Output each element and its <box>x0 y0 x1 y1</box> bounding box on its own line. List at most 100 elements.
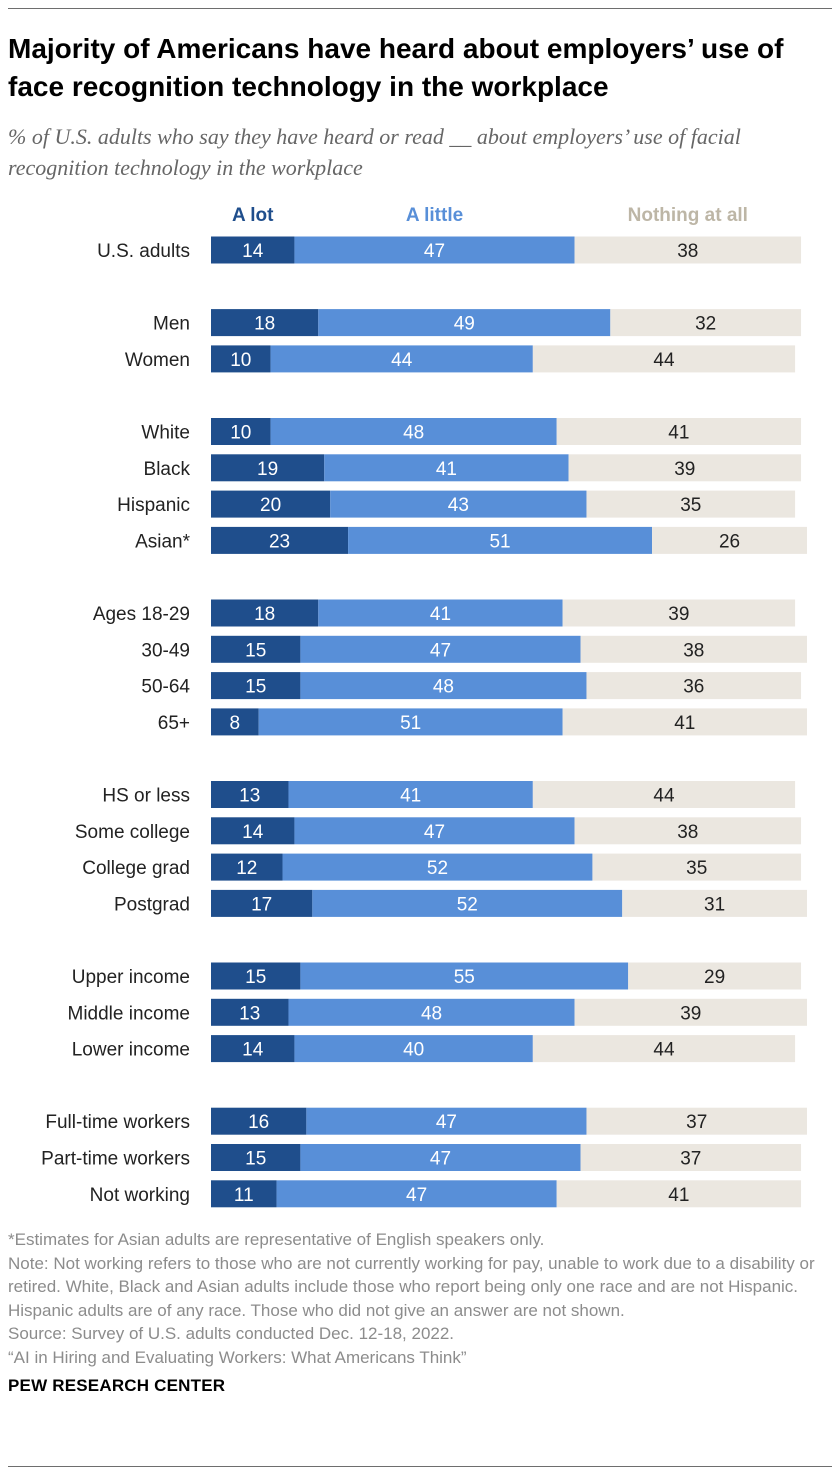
data-label-some-college-nothing-at-all: 38 <box>677 822 698 843</box>
bar-hs-or-less-a-lot <box>211 781 289 808</box>
bar-full-time-workers-a-lot <box>211 1107 307 1135</box>
category-label-lower-income: Lower income <box>72 1040 190 1061</box>
bar-part-time-workers-a-little <box>300 1144 581 1171</box>
data-label-white-a-lot: 10 <box>230 423 251 444</box>
bar-30-49-nothing-at-all <box>580 635 807 663</box>
data-label-65-a-little: 51 <box>400 713 421 734</box>
data-label-college-grad-a-lot: 12 <box>236 858 257 879</box>
bar-middle-income-a-lot <box>211 998 289 1026</box>
data-label-women-a-lot: 10 <box>230 350 251 371</box>
bar-65-a-lot <box>211 708 259 736</box>
category-label-men: Men <box>153 314 190 335</box>
data-label-50-64-a-little: 48 <box>433 677 454 698</box>
bar-white-nothing-at-all <box>556 418 802 445</box>
data-label-full-time-workers-nothing-at-all: 37 <box>686 1112 707 1133</box>
data-label-u-s-adults-nothing-at-all: 38 <box>677 241 698 262</box>
data-label-65-nothing-at-all: 41 <box>674 713 695 734</box>
data-label-u-s-adults-a-lot: 14 <box>242 241 264 262</box>
bar-50-64-a-little <box>300 672 587 700</box>
footnote-report-title: “AI in Hiring and Evaluating Workers: Wh… <box>8 1347 467 1367</box>
data-label-men-a-lot: 18 <box>254 314 275 335</box>
bar-some-college-nothing-at-all <box>574 817 802 845</box>
data-label-hs-or-less-a-little: 41 <box>400 786 421 807</box>
bar-65-nothing-at-all <box>562 708 807 736</box>
data-label-part-time-workers-a-lot: 15 <box>245 1149 266 1170</box>
data-label-65-a-lot: 8 <box>230 713 241 734</box>
bottom-rule <box>8 1466 832 1467</box>
data-label-upper-income-a-little: 55 <box>454 967 475 988</box>
category-label-postgrad: Postgrad <box>114 894 190 915</box>
bar-middle-income-a-little <box>288 998 575 1026</box>
category-label-upper-income: Upper income <box>72 967 190 988</box>
bar-ages-18-29-a-little <box>318 599 563 627</box>
data-label-black-a-little: 41 <box>436 459 457 480</box>
bar-upper-income-a-lot <box>211 962 301 990</box>
data-label-black-a-lot: 19 <box>257 459 278 480</box>
data-label-full-time-workers-a-little: 47 <box>436 1112 457 1133</box>
data-label-lower-income-a-lot: 14 <box>242 1040 264 1061</box>
data-label-hs-or-less-a-lot: 13 <box>239 786 260 807</box>
bar-women-a-little <box>270 345 533 373</box>
bar-upper-income-nothing-at-all <box>628 962 802 990</box>
legend-nothing-at-all: Nothing at all <box>628 205 748 226</box>
bar-black-a-lot <box>211 454 325 482</box>
data-label-white-a-little: 48 <box>403 423 424 444</box>
bar-hispanic-nothing-at-all <box>586 490 796 518</box>
data-label-black-nothing-at-all: 39 <box>674 459 695 480</box>
bar-college-grad-a-little <box>282 853 593 881</box>
bar-white-a-lot <box>211 418 271 445</box>
bar-upper-income-a-little <box>300 962 629 990</box>
data-label-50-64-a-lot: 15 <box>245 677 266 698</box>
data-label-lower-income-nothing-at-all: 44 <box>653 1040 675 1061</box>
bar-hispanic-a-lot <box>211 490 331 518</box>
data-label-ages-18-29-a-lot: 18 <box>254 604 275 625</box>
category-label-u-s-adults: U.S. adults <box>97 241 190 262</box>
bar-full-time-workers-nothing-at-all <box>586 1107 807 1135</box>
bar-not-working-a-little <box>276 1180 557 1208</box>
footnotes: *Estimates for Asian adults are represen… <box>8 1228 834 1369</box>
data-label-30-49-a-little: 47 <box>430 640 451 661</box>
data-label-women-nothing-at-all: 44 <box>653 350 675 371</box>
category-label-full-time-workers: Full-time workers <box>45 1112 190 1133</box>
data-label-postgrad-a-lot: 17 <box>251 894 272 915</box>
category-label-asian: Asian* <box>135 531 191 552</box>
bar-u-s-adults-nothing-at-all <box>574 236 802 264</box>
data-label-upper-income-nothing-at-all: 29 <box>704 967 725 988</box>
bar-black-nothing-at-all <box>568 454 802 482</box>
data-label-hispanic-nothing-at-all: 35 <box>680 495 701 516</box>
bar-u-s-adults-a-lot <box>211 236 295 264</box>
data-label-asian-nothing-at-all: 26 <box>719 531 740 552</box>
bar-men-a-lot <box>211 309 319 337</box>
data-label-not-working-a-little: 47 <box>406 1185 427 1206</box>
data-label-college-grad-nothing-at-all: 35 <box>686 858 707 879</box>
bar-ages-18-29-nothing-at-all <box>562 599 796 627</box>
category-label-college-grad: College grad <box>82 858 190 879</box>
bar-women-a-lot <box>211 345 271 373</box>
chart-title: Majority of Americans have heard about e… <box>8 33 784 102</box>
bar-asian-a-lot <box>211 526 349 554</box>
data-label-white-nothing-at-all: 41 <box>668 423 689 444</box>
bar-asian-a-little <box>348 526 653 554</box>
chart-subtitle: % of U.S. adults who say they have heard… <box>8 124 741 180</box>
bar-postgrad-a-lot <box>211 889 313 917</box>
category-label-65: 65+ <box>158 713 190 734</box>
category-label-hispanic: Hispanic <box>117 495 190 516</box>
category-label-ages-18-29: Ages 18-29 <box>93 604 190 625</box>
data-label-postgrad-a-little: 52 <box>457 894 478 915</box>
bar-not-working-a-lot <box>211 1180 277 1208</box>
data-label-men-a-little: 49 <box>454 314 475 335</box>
data-label-u-s-adults-a-little: 47 <box>424 241 445 262</box>
category-label-middle-income: Middle income <box>68 1003 191 1024</box>
bar-men-a-little <box>318 309 611 337</box>
pew-research-center-logo-text: PEW RESEARCH CENTER <box>8 1376 226 1395</box>
footnote-note: Note: Not working refers to those who ar… <box>8 1253 815 1320</box>
bar-white-a-little <box>270 418 557 445</box>
bar-hs-or-less-nothing-at-all <box>532 781 796 808</box>
data-label-hispanic-a-lot: 20 <box>260 495 281 516</box>
bar-part-time-workers-nothing-at-all <box>580 1144 802 1171</box>
legend-a-lot: A lot <box>232 205 274 226</box>
bar-postgrad-nothing-at-all <box>622 889 807 917</box>
bar-middle-income-nothing-at-all <box>574 998 807 1026</box>
bar-some-college-a-lot <box>211 817 295 845</box>
data-label-50-64-nothing-at-all: 36 <box>683 677 704 698</box>
